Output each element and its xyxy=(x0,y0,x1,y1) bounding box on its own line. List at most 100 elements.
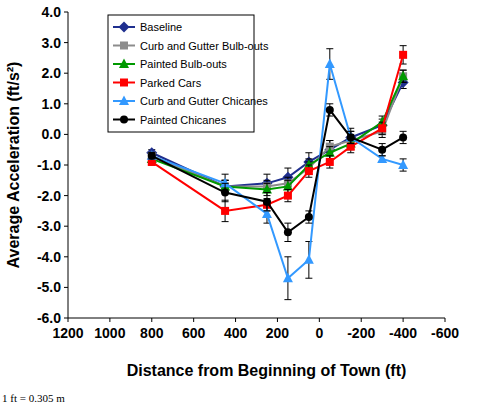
error-cap xyxy=(263,183,270,184)
error-bar xyxy=(400,131,407,143)
error-cap xyxy=(400,70,407,71)
error-bar xyxy=(148,153,155,159)
error-cap xyxy=(284,189,291,190)
legend-label: Curb and Gutter Bulb-outs xyxy=(140,40,269,52)
error-cap xyxy=(305,210,312,211)
legend-label: Parked Cars xyxy=(140,77,202,89)
error-bar xyxy=(263,193,270,211)
point xyxy=(326,158,334,166)
x-tick xyxy=(445,318,446,322)
error-bar xyxy=(379,122,386,134)
x-tick xyxy=(403,318,404,322)
error-cap xyxy=(263,210,270,211)
y-axis-title: Average Acceleration (ft/s²) xyxy=(5,62,22,269)
error-cap xyxy=(263,192,270,193)
error-bar xyxy=(148,153,155,159)
error-cap xyxy=(284,241,291,242)
error-bar xyxy=(222,200,229,221)
error-cap xyxy=(284,223,291,224)
y-tick-label: -1.0 xyxy=(37,157,61,173)
point xyxy=(262,184,272,194)
error-cap xyxy=(263,192,270,193)
point xyxy=(398,71,408,81)
error-bar xyxy=(222,183,229,201)
error-cap xyxy=(284,299,291,300)
error-bar xyxy=(326,156,333,168)
x-tick-label: -600 xyxy=(431,325,459,341)
error-cap xyxy=(284,189,291,190)
error-cap xyxy=(379,155,386,156)
x-tick xyxy=(361,318,362,322)
y-tick xyxy=(64,12,68,13)
error-cap xyxy=(222,201,229,202)
error-cap xyxy=(347,143,354,144)
error-cap xyxy=(305,152,312,153)
point xyxy=(347,143,355,151)
error-cap xyxy=(400,143,407,144)
error-cap xyxy=(326,116,333,117)
point xyxy=(325,59,335,68)
x-axis-title: Distance from Beginning of Town (ft) xyxy=(127,362,407,379)
y-tick-label: 1.0 xyxy=(42,96,62,112)
y-tick-label: 3.0 xyxy=(42,35,62,51)
error-cap xyxy=(263,192,270,193)
legend-marker xyxy=(119,22,130,33)
y-tick xyxy=(64,165,68,166)
x-tick-label: 800 xyxy=(140,325,164,341)
y-tick xyxy=(64,287,68,288)
x-tick-label: 0 xyxy=(315,325,323,341)
error-cap xyxy=(379,134,386,135)
y-tick-label: 2.0 xyxy=(42,65,62,81)
y-tick-label: 0.0 xyxy=(42,126,62,142)
legend-marker xyxy=(119,59,129,69)
point xyxy=(378,124,386,132)
error-cap xyxy=(326,140,333,141)
y-tick-label: -5.0 xyxy=(37,279,61,295)
legend: BaselineCurb and Gutter Bulb-outsPainted… xyxy=(108,15,269,132)
error-cap xyxy=(347,131,354,132)
x-tick-label: -400 xyxy=(389,325,417,341)
error-cap xyxy=(284,201,291,202)
error-bar xyxy=(284,223,291,241)
x-tick-label: 600 xyxy=(182,325,206,341)
error-cap xyxy=(305,278,312,279)
point xyxy=(148,152,156,160)
point xyxy=(347,133,355,141)
error-cap xyxy=(263,180,270,181)
point xyxy=(304,254,314,263)
legend-marker xyxy=(120,116,128,124)
legend-label: Painted Chicanes xyxy=(140,114,227,126)
error-cap xyxy=(379,137,386,138)
point xyxy=(284,228,292,236)
point xyxy=(305,213,313,221)
point xyxy=(378,146,386,154)
x-tick xyxy=(109,318,110,322)
point xyxy=(221,207,229,215)
chart: -6.0-5.0-4.0-3.0-2.0-1.00.01.02.03.04.01… xyxy=(0,0,500,409)
error-cap xyxy=(347,131,354,132)
x-tick-label: 400 xyxy=(224,325,248,341)
error-cap xyxy=(305,177,312,178)
x-tick-label: 1200 xyxy=(52,325,83,341)
error-cap xyxy=(379,155,386,156)
error-cap xyxy=(347,143,354,144)
error-cap xyxy=(284,168,291,169)
y-tick xyxy=(64,73,68,74)
point xyxy=(221,189,229,197)
error-cap xyxy=(326,103,333,104)
legend-box xyxy=(108,15,254,132)
error-cap xyxy=(326,168,333,169)
y-tick-label: -3.0 xyxy=(37,218,61,234)
y-tick xyxy=(64,256,68,257)
point xyxy=(263,198,271,206)
legend-marker xyxy=(120,79,128,87)
y-tick xyxy=(64,42,68,43)
x-tick xyxy=(193,318,194,322)
error-cap xyxy=(284,256,291,257)
error-cap xyxy=(326,140,333,141)
y-tick-label: -4.0 xyxy=(37,249,61,265)
point xyxy=(305,167,313,175)
x-tick-label: 1000 xyxy=(94,325,125,341)
error-cap xyxy=(379,143,386,144)
error-cap xyxy=(305,165,312,166)
